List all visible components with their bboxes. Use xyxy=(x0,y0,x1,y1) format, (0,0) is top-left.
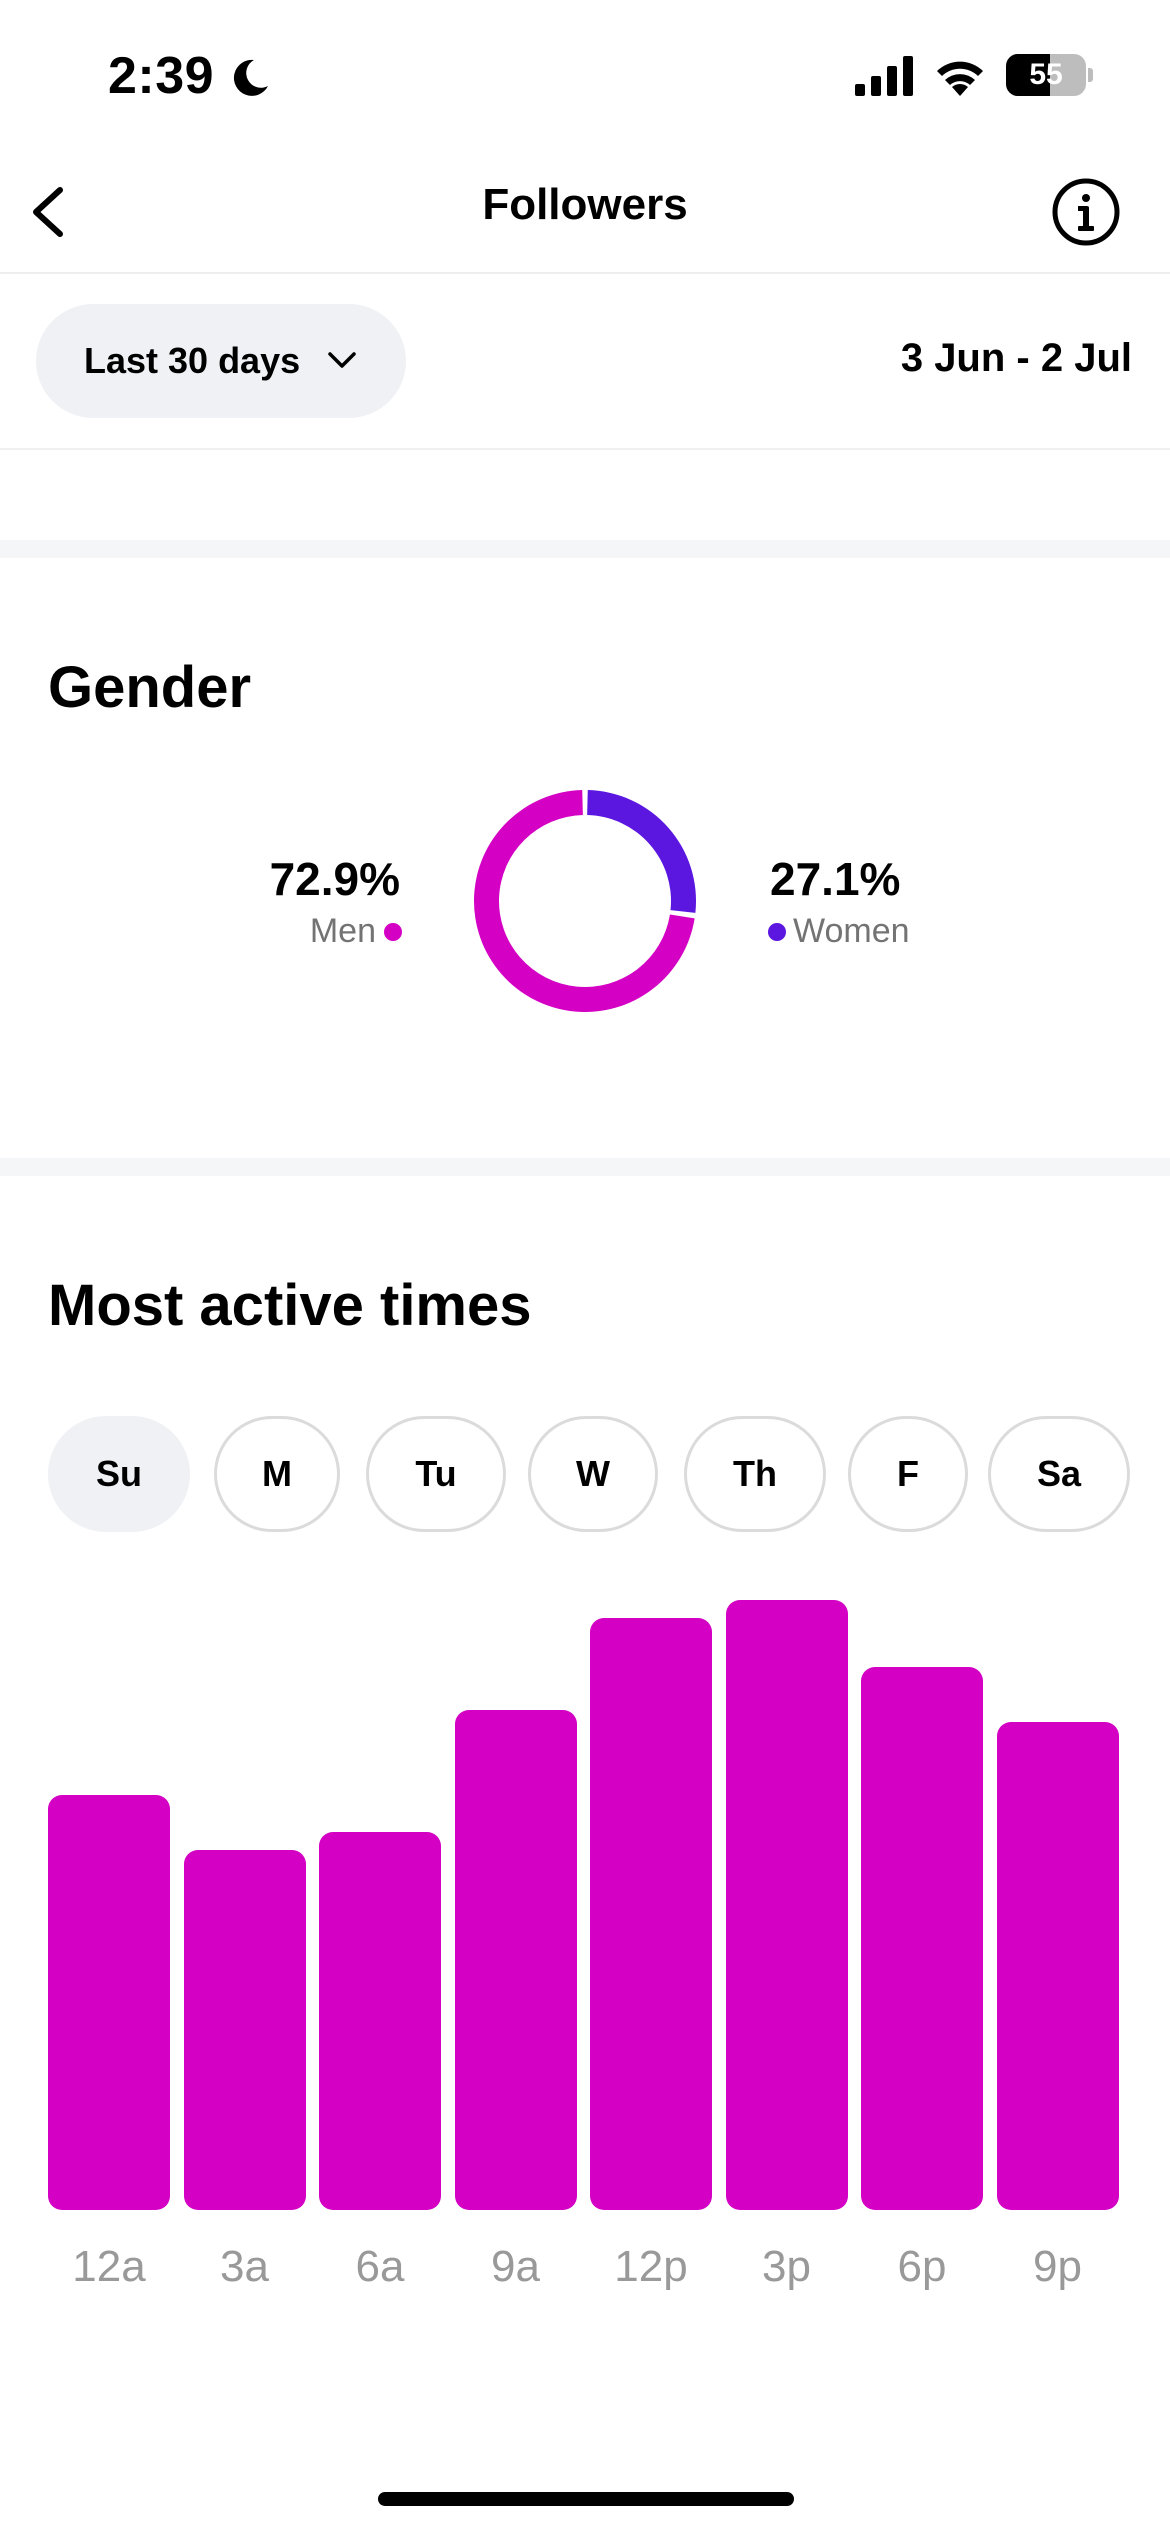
nav-header: Followers xyxy=(0,150,1170,274)
day-tab-su[interactable]: Su xyxy=(48,1416,190,1532)
x-axis-label-9p: 9p xyxy=(1033,2242,1082,2291)
active-times-bar-chart xyxy=(0,1590,1170,2340)
day-tab-w[interactable]: W xyxy=(528,1416,658,1532)
date-range-dropdown[interactable]: Last 30 days xyxy=(36,304,406,418)
men-percent: 72.9% xyxy=(269,853,400,905)
x-axis-label-3a: 3a xyxy=(220,2242,269,2291)
gender-title: Gender xyxy=(48,655,252,720)
page-title: Followers xyxy=(482,180,688,229)
donut-slice-women xyxy=(587,790,696,913)
men-legend-dot xyxy=(384,923,402,941)
day-tab-th[interactable]: Th xyxy=(684,1416,826,1532)
chevron-down-icon xyxy=(328,352,356,368)
moon-icon xyxy=(233,59,268,96)
status-bar: 2:39 55 xyxy=(0,0,1170,150)
date-span: 3 Jun - 2 Jul xyxy=(900,336,1132,380)
day-tab-sa[interactable]: Sa xyxy=(988,1416,1130,1532)
women-label: Women xyxy=(793,912,910,950)
men-label: Men xyxy=(309,912,376,950)
bar-3a xyxy=(183,1850,306,2210)
women-legend-dot xyxy=(768,923,786,941)
bar-6a xyxy=(319,1831,441,2210)
date-range-label: Last 30 days xyxy=(84,340,301,381)
section-divider xyxy=(0,540,1170,558)
bar-9a xyxy=(454,1709,577,2210)
bar-6p xyxy=(861,1667,983,2210)
date-filter-row: Last 30 days 3 Jun - 2 Jul xyxy=(0,274,1170,450)
women-percent: 27.1% xyxy=(770,853,901,905)
battery-label: 55 xyxy=(1029,58,1063,91)
x-axis-label-6a: 6a xyxy=(355,2242,405,2291)
day-tab-m[interactable]: M xyxy=(214,1416,340,1532)
x-axis-label-12p: 12p xyxy=(614,2242,688,2291)
x-axis-label-12a: 12a xyxy=(72,2242,146,2291)
battery-icon: 55 xyxy=(1006,54,1093,96)
wifi-icon xyxy=(937,61,983,96)
info-icon[interactable] xyxy=(1048,174,1124,250)
gender-donut-chart xyxy=(474,790,696,1012)
bar-12p xyxy=(590,1618,712,2210)
back-arrow-icon[interactable] xyxy=(16,174,92,250)
bar-12a xyxy=(48,1795,170,2210)
day-tab-tu[interactable]: Tu xyxy=(366,1416,506,1532)
day-tab-f[interactable]: F xyxy=(848,1416,968,1532)
x-axis-label-6p: 6p xyxy=(897,2242,947,2291)
status-time: 2:39 xyxy=(108,47,215,105)
cellular-signal-icon xyxy=(855,56,913,96)
active-times-title: Most active times xyxy=(48,1273,532,1338)
bar-9p xyxy=(996,1722,1119,2210)
bar-3p xyxy=(725,1600,848,2210)
home-indicator xyxy=(378,2492,794,2506)
x-axis-label-3p: 3p xyxy=(762,2242,811,2291)
section-divider xyxy=(0,1158,1170,1176)
x-axis-label-9a: 9a xyxy=(491,2242,540,2291)
